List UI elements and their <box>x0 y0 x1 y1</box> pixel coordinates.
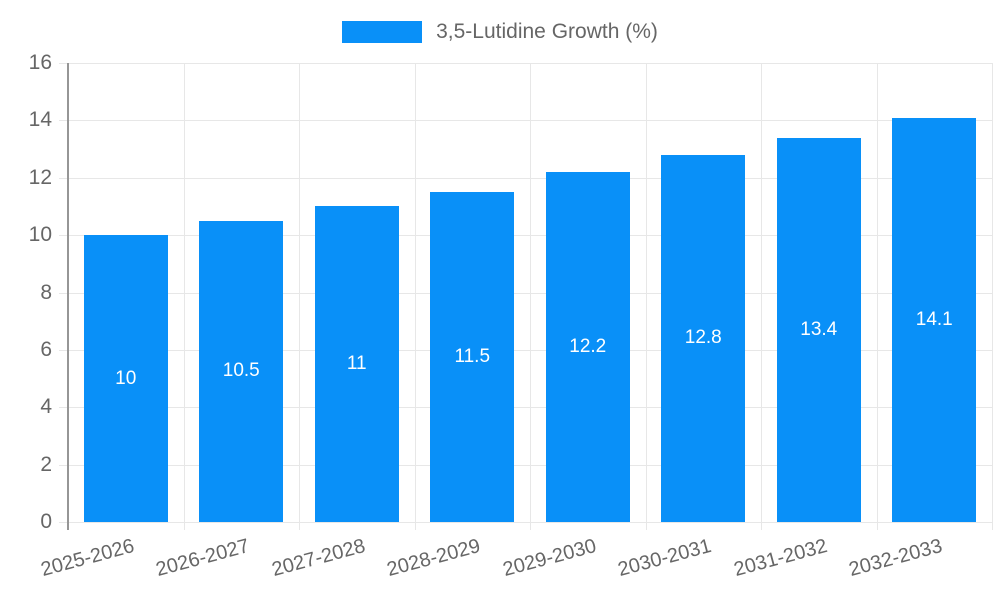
y-tick-label-2: 2 <box>40 452 52 476</box>
y-tick-8 <box>59 292 67 294</box>
x-tick-label-2029-2030: 2029-2030 <box>500 535 599 582</box>
y-tick-label-14: 14 <box>28 108 52 132</box>
x-tick-label-2027-2028: 2027-2028 <box>269 535 368 582</box>
legend-label: 3,5-Lutidine Growth (%) <box>436 20 658 43</box>
x-tick-label-2031-2032: 2031-2032 <box>731 535 830 582</box>
y-tick-12 <box>59 177 67 179</box>
y-tick-label-4: 4 <box>40 395 52 419</box>
x-tick-2 <box>299 522 300 530</box>
plot-area: 10 10.5 11 11.5 12.2 12.8 13.4 14.1 <box>59 63 993 530</box>
y-tick-label-8: 8 <box>40 280 52 304</box>
y-tick-label-0: 0 <box>40 510 52 533</box>
x-tick-label-2025-2026: 2025-2026 <box>38 535 137 582</box>
legend[interactable]: 3,5-Lutidine Growth (%) <box>0 20 1000 44</box>
gridline-x-boundary-5 <box>645 63 647 522</box>
x-tick-5 <box>645 522 647 530</box>
y-tick-6 <box>59 349 67 351</box>
x-tick-3 <box>414 522 416 530</box>
y-tick-label-10: 10 <box>28 223 52 247</box>
bar-2027-2028[interactable] <box>314 206 399 522</box>
x-tick-label-2032-2033: 2032-2033 <box>846 535 945 582</box>
x-tick-label-2026-2027: 2026-2027 <box>153 535 252 582</box>
gridline-x-boundary-6 <box>761 63 762 522</box>
x-tick-7 <box>876 522 878 530</box>
gridline-x-boundary-2 <box>299 63 300 522</box>
bar-2030-2031[interactable] <box>661 154 746 522</box>
y-tick-2 <box>59 464 67 466</box>
y-tick-label-6: 6 <box>40 337 52 361</box>
x-tick-8 <box>992 522 993 530</box>
gridline-x-boundary-4 <box>530 63 531 522</box>
y-tick-16 <box>59 63 67 64</box>
bar-2026-2027[interactable] <box>199 220 284 522</box>
bar-2031-2032[interactable] <box>776 137 861 522</box>
gridline-x-boundary-1 <box>183 63 185 522</box>
x-tick-label-2030-2031: 2030-2031 <box>615 535 714 582</box>
y-tick-label-16: 16 <box>28 51 52 74</box>
y-tick-0 <box>59 522 67 523</box>
gridline-x-boundary-8 <box>992 63 993 522</box>
x-tick-1 <box>183 522 185 530</box>
x-tick-4 <box>530 522 531 530</box>
x-tick-label-2028-2029: 2028-2029 <box>384 535 483 582</box>
y-tick-10 <box>59 235 67 237</box>
y-tick-14 <box>59 120 67 122</box>
bar-2032-2033[interactable] <box>892 117 977 522</box>
bar-2029-2030[interactable] <box>545 172 630 522</box>
legend-marker <box>342 21 423 43</box>
gridline-x-boundary-7 <box>876 63 878 522</box>
x-tick-6 <box>761 522 762 530</box>
bar-2025-2026[interactable] <box>83 235 168 522</box>
y-tick-4 <box>59 407 67 409</box>
bar-2028-2029[interactable] <box>430 192 515 522</box>
y-axis-line <box>67 63 69 530</box>
gridline-x-boundary-3 <box>414 63 416 522</box>
y-tick-label-12: 12 <box>28 165 52 189</box>
